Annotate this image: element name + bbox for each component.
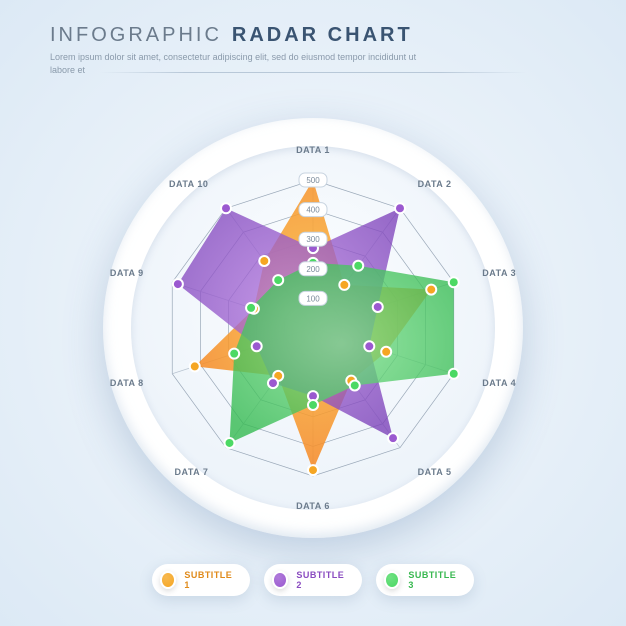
series-marker — [426, 285, 436, 295]
series-marker — [449, 277, 459, 287]
axis-label: DATA 7 — [175, 467, 209, 477]
series-marker — [308, 400, 318, 410]
series-marker — [388, 433, 398, 443]
axis-label: DATA 3 — [482, 268, 516, 278]
series-marker — [395, 203, 405, 213]
axis-label: DATA 8 — [110, 378, 144, 388]
series-marker — [259, 256, 269, 266]
legend-label: SUBTITLE 3 — [408, 570, 458, 590]
series-marker — [268, 378, 278, 388]
axis-label: DATA 10 — [169, 179, 208, 189]
title-pre: INFOGRAPHIC — [50, 24, 222, 47]
legend: SUBTITLE 1 SUBTITLE 2 SUBTITLE 3 — [152, 564, 474, 596]
axis-label: DATA 9 — [110, 268, 144, 278]
series-marker — [173, 279, 183, 289]
series-marker — [449, 369, 459, 379]
axis-label: DATA 6 — [296, 501, 330, 511]
tick-label: 400 — [306, 206, 320, 215]
series-marker — [308, 465, 318, 475]
tick-label: 200 — [306, 265, 320, 274]
series-marker — [373, 302, 383, 312]
legend-item: SUBTITLE 2 — [264, 564, 362, 596]
subtitle: Lorem ipsum dolor sit amet, consectetur … — [50, 51, 430, 76]
axis-label: DATA 2 — [418, 179, 452, 189]
legend-dot-icon — [272, 571, 288, 589]
series-marker — [229, 349, 239, 359]
radar-chart: DATA 1 DATA 2 DATA 3 DATA 4 DATA 5 DATA 6 DATA… — [103, 118, 523, 538]
axis-label: DATA 1 — [296, 145, 330, 155]
legend-label: SUBTITLE 2 — [296, 570, 346, 590]
series-marker — [221, 203, 231, 213]
tick-label: 500 — [306, 176, 320, 185]
series-marker — [350, 380, 360, 390]
legend-dot-icon — [160, 571, 176, 589]
legend-dot-icon — [384, 571, 400, 589]
legend-item: SUBTITLE 1 — [152, 564, 250, 596]
series-marker — [364, 341, 374, 351]
series-marker — [339, 280, 349, 290]
series-marker — [224, 438, 234, 448]
radar-svg: DATA 1 DATA 2 DATA 3 DATA 4 DATA 5 DATA 6 DATA… — [103, 118, 523, 538]
axis-label: DATA 5 — [418, 467, 452, 477]
tick-label: 300 — [306, 235, 320, 244]
header: INFOGRAPHIC RADAR CHART Lorem ipsum dolo… — [50, 24, 576, 76]
series-marker — [246, 303, 256, 313]
title-post: RADAR CHART — [232, 24, 413, 47]
series-marker — [252, 341, 262, 351]
series-marker — [190, 361, 200, 371]
series-marker — [273, 275, 283, 285]
tick-label: 100 — [306, 294, 320, 303]
legend-item: SUBTITLE 3 — [376, 564, 474, 596]
series-marker — [353, 261, 363, 271]
series-marker — [381, 347, 391, 357]
title: INFOGRAPHIC RADAR CHART — [50, 24, 576, 47]
axis-label: DATA 4 — [482, 378, 516, 388]
legend-label: SUBTITLE 1 — [184, 570, 234, 590]
